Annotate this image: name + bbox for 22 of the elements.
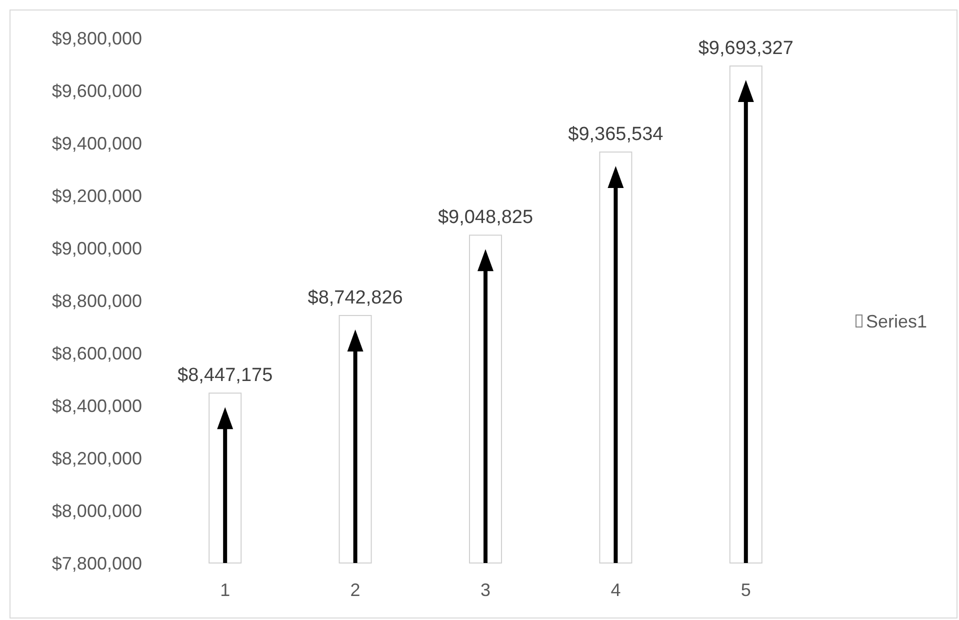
text: $9,693,327 bbox=[698, 38, 794, 59]
x-tick-label: 5 bbox=[740, 580, 751, 600]
x-tick-label: 4 bbox=[610, 580, 621, 600]
y-tick-label: $8,800,000 bbox=[52, 290, 142, 311]
x-tick-label: 1 bbox=[220, 580, 230, 600]
y-tick-label: $9,200,000 bbox=[52, 186, 142, 206]
text: Series1 bbox=[866, 311, 928, 332]
y-tick-label: $9,400,000 bbox=[52, 133, 142, 154]
x-tick-label: 2 bbox=[350, 580, 360, 600]
y-tick-label: $9,000,000 bbox=[52, 238, 142, 258]
x-tick-label: 3 bbox=[480, 580, 491, 600]
text: $8,742,826 bbox=[308, 288, 403, 309]
y-tick-label: $9,800,000 bbox=[52, 28, 142, 48]
y-tick-label: $8,000,000 bbox=[52, 500, 142, 521]
y-tick-label: $8,400,000 bbox=[52, 396, 142, 416]
text: $9,365,534 bbox=[568, 124, 664, 146]
text: $8,447,175 bbox=[178, 365, 273, 386]
y-tick-label: $8,600,000 bbox=[52, 343, 142, 364]
y-tick-label: $8,200,000 bbox=[52, 448, 142, 468]
y-tick-label: $7,800,000 bbox=[52, 553, 142, 574]
y-tick-label: $9,600,000 bbox=[52, 80, 142, 101]
text: $9,048,825 bbox=[438, 207, 534, 228]
